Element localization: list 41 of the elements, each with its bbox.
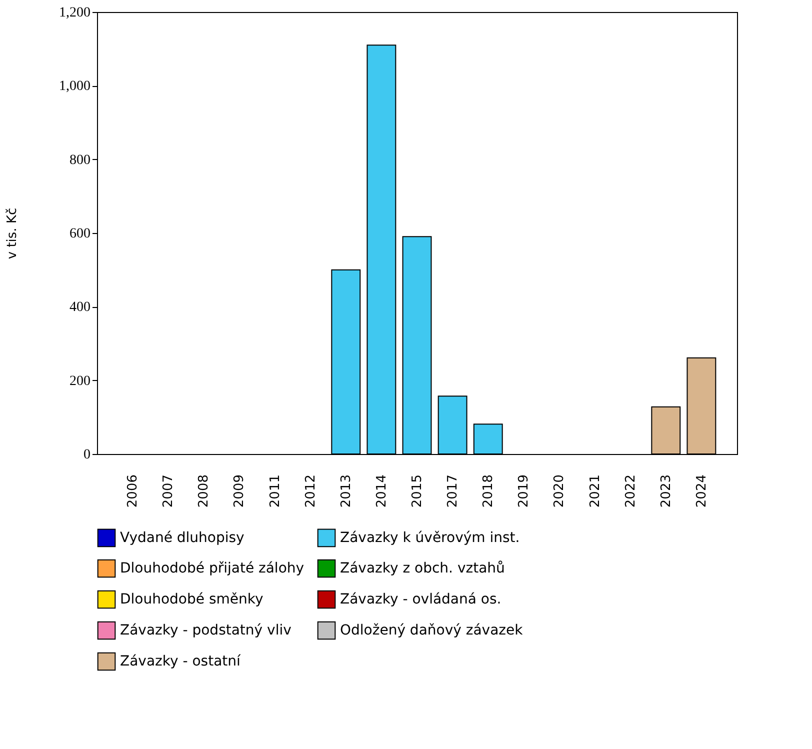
x-tick-label: 2013 [338, 474, 354, 508]
x-tick-label: 2007 [161, 474, 176, 508]
y-tick-label: 400 [70, 300, 90, 316]
bar [686, 357, 716, 454]
bar [651, 406, 681, 454]
x-tick-label: 2019 [516, 474, 532, 508]
y-axis-title: v tis. Kč [5, 208, 20, 260]
x-tick-label: 2024 [694, 474, 710, 508]
bar [473, 424, 503, 454]
x-tick-label: 2009 [232, 474, 248, 508]
x-tick-label: 2012 [303, 474, 318, 508]
x-tick-label: 2018 [481, 474, 496, 508]
x-tick-label: 2023 [658, 474, 674, 508]
bar [438, 396, 468, 454]
legend-label: Závazky k úvěrovým inst. [340, 530, 520, 546]
legend-label: Závazky - podstatný vliv [120, 622, 292, 638]
x-tick-label: 2021 [588, 474, 603, 508]
legend-label: Vydané dluhopisy [120, 530, 244, 546]
x-tick-label: 2015 [410, 474, 425, 508]
x-tick-label: 2022 [623, 474, 638, 508]
y-tick-label: 1,000 [59, 79, 90, 94]
x-tick-label: 2017 [446, 474, 461, 508]
x-tick-label: 2020 [552, 474, 568, 508]
legend-label: Závazky z obch. vztahů [340, 560, 505, 576]
x-tick-label: 2011 [268, 474, 283, 508]
x-tick-label: 2006 [126, 474, 141, 508]
legend-label: Odložený daňový závazek [340, 622, 524, 638]
legend-label: Dlouhodobé směnky [120, 592, 264, 608]
y-tick-label: 800 [70, 152, 90, 168]
legend-label: Dlouhodobé přijaté zálohy [120, 560, 304, 576]
x-tick-label: 2014 [374, 474, 390, 508]
y-tick-label: 0 [84, 448, 90, 462]
y-tick-label: 600 [70, 226, 90, 242]
bar [331, 269, 361, 454]
legend-label: Závazky - ostatní [120, 654, 242, 670]
y-tick-label: 1,200 [59, 6, 90, 20]
x-tick-label: 2008 [196, 474, 212, 508]
legend-label: Závazky - ovládaná os. [340, 592, 502, 608]
bar [402, 236, 432, 454]
bar [366, 44, 396, 454]
y-tick-label: 200 [70, 374, 90, 389]
